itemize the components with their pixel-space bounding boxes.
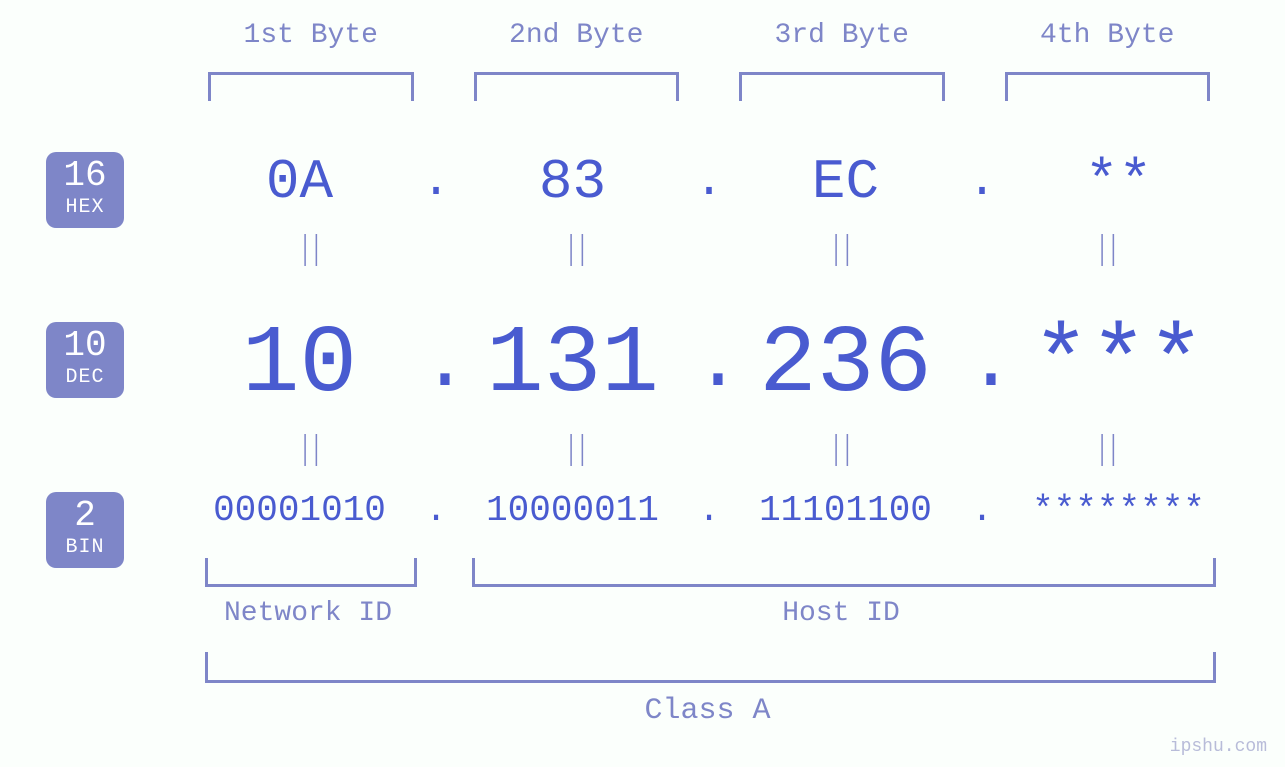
separator-dot: . xyxy=(421,155,451,209)
equals-glyph: || xyxy=(503,232,649,270)
base-badge-hex-number: 16 xyxy=(46,158,124,194)
byte-bracket-4 xyxy=(1005,72,1211,101)
equals-row-2: || || || || xyxy=(178,432,1240,470)
hex-byte-3: EC xyxy=(724,150,967,214)
hex-byte-4: ** xyxy=(997,150,1240,214)
separator-dot: . xyxy=(967,490,997,531)
base-badge-dec-number: 10 xyxy=(46,328,124,364)
byte-header-3: 3rd Byte xyxy=(709,20,975,51)
bin-byte-1: 00001010 xyxy=(178,490,421,531)
dec-byte-2: 131 xyxy=(451,310,694,419)
byte-header-2: 2nd Byte xyxy=(444,20,710,51)
network-id-label: Network ID xyxy=(205,598,411,629)
dec-byte-3: 236 xyxy=(724,310,967,419)
network-id-bracket xyxy=(205,558,417,587)
byte-bracket-3 xyxy=(739,72,945,101)
equals-glyph: || xyxy=(1034,432,1180,470)
equals-row-1: || || || || xyxy=(178,232,1240,270)
bin-row: 00001010 . 10000011 . 11101100 . *******… xyxy=(178,490,1240,531)
separator-dot: . xyxy=(421,490,451,531)
dec-row: 10 . 131 . 236 . *** xyxy=(178,310,1240,419)
separator-dot: . xyxy=(694,155,724,209)
base-badge-hex: 16 HEX xyxy=(46,152,124,228)
byte-bracket-1 xyxy=(208,72,414,101)
byte-header-row: 1st Byte 2nd Byte 3rd Byte 4th Byte xyxy=(178,20,1240,51)
watermark: ipshu.com xyxy=(1170,737,1267,757)
byte-bracket-2 xyxy=(474,72,680,101)
separator-dot: . xyxy=(694,490,724,531)
host-id-label: Host ID xyxy=(472,598,1210,629)
host-id-bracket xyxy=(472,558,1216,587)
bin-byte-4: ******** xyxy=(997,490,1240,531)
bin-byte-2: 10000011 xyxy=(451,490,694,531)
separator-dot: . xyxy=(421,319,451,410)
equals-glyph: || xyxy=(503,432,649,470)
hex-byte-1: 0A xyxy=(178,150,421,214)
equals-glyph: || xyxy=(769,232,915,270)
equals-glyph: || xyxy=(238,232,384,270)
base-badge-bin-name: BIN xyxy=(46,538,124,558)
dec-byte-1: 10 xyxy=(178,310,421,419)
class-label: Class A xyxy=(205,694,1210,728)
hex-byte-2: 83 xyxy=(451,150,694,214)
equals-glyph: || xyxy=(238,432,384,470)
base-badge-hex-name: HEX xyxy=(46,198,124,218)
base-badge-dec: 10 DEC xyxy=(46,322,124,398)
bin-byte-3: 11101100 xyxy=(724,490,967,531)
byte-header-1: 1st Byte xyxy=(178,20,444,51)
byte-header-brackets xyxy=(178,72,1240,101)
byte-header-4: 4th Byte xyxy=(975,20,1241,51)
separator-dot: . xyxy=(967,155,997,209)
separator-dot: . xyxy=(694,319,724,410)
hex-row: 0A . 83 . EC . ** xyxy=(178,150,1240,214)
base-badge-bin-number: 2 xyxy=(46,498,124,534)
separator-dot: . xyxy=(967,319,997,410)
dec-byte-4: *** xyxy=(997,310,1240,419)
equals-glyph: || xyxy=(769,432,915,470)
class-bracket xyxy=(205,652,1216,683)
base-badge-bin: 2 BIN xyxy=(46,492,124,568)
base-badge-dec-name: DEC xyxy=(46,368,124,388)
equals-glyph: || xyxy=(1034,232,1180,270)
